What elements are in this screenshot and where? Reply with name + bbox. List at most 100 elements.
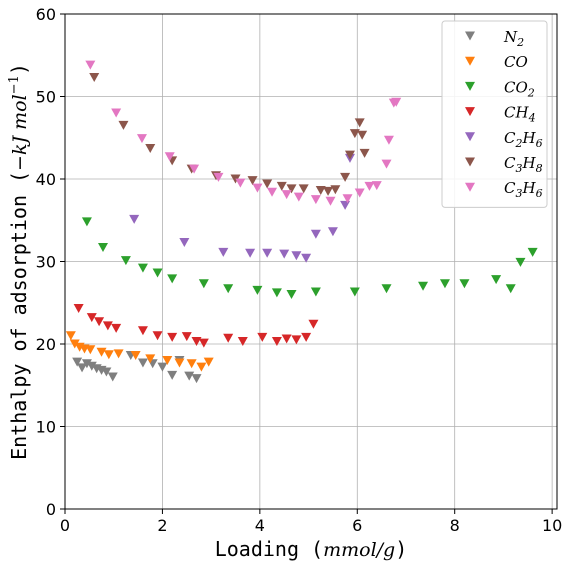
series-c2h6 bbox=[129, 153, 355, 263]
data-point bbox=[527, 247, 538, 257]
legend-label: C3H8 bbox=[504, 154, 543, 175]
data-point bbox=[152, 268, 163, 278]
data-point bbox=[111, 323, 122, 333]
y-tick-label: 20 bbox=[36, 335, 56, 354]
data-point bbox=[130, 351, 141, 361]
y-tick-label: 10 bbox=[36, 418, 56, 437]
data-point bbox=[293, 192, 304, 202]
y-tick-label: 30 bbox=[36, 253, 56, 272]
data-point bbox=[383, 135, 394, 145]
data-point bbox=[349, 287, 360, 297]
legend-label: N2 bbox=[503, 28, 524, 49]
data-point bbox=[94, 317, 105, 327]
series-co2 bbox=[81, 217, 538, 299]
y-tick-label: 0 bbox=[46, 500, 56, 519]
data-point bbox=[267, 187, 278, 197]
data-point bbox=[342, 194, 353, 204]
legend-marker bbox=[465, 107, 475, 117]
data-point bbox=[327, 227, 338, 237]
data-point bbox=[189, 164, 200, 174]
data-point bbox=[257, 332, 268, 342]
x-tick-label: 6 bbox=[352, 516, 362, 535]
x-tick-label: 8 bbox=[450, 516, 460, 535]
data-point bbox=[354, 188, 365, 198]
data-point bbox=[310, 195, 321, 205]
data-point bbox=[359, 148, 370, 158]
data-point bbox=[164, 152, 175, 162]
data-point bbox=[97, 242, 108, 252]
data-point bbox=[330, 185, 341, 195]
data-point bbox=[230, 174, 241, 184]
y-axis-title: Enthalpy of adsorption (−kJ mol−1) bbox=[7, 63, 31, 460]
data-point bbox=[174, 358, 185, 368]
series-c3h6 bbox=[85, 60, 402, 206]
data-point bbox=[198, 338, 209, 348]
data-point bbox=[505, 284, 516, 294]
data-point bbox=[271, 288, 282, 298]
data-point bbox=[118, 120, 129, 130]
data-points bbox=[65, 60, 538, 384]
data-point bbox=[145, 354, 156, 364]
data-point bbox=[279, 249, 290, 259]
data-point bbox=[72, 357, 83, 367]
data-point bbox=[291, 251, 302, 261]
data-point bbox=[198, 279, 209, 289]
data-point bbox=[102, 321, 113, 331]
data-point bbox=[271, 337, 282, 347]
data-point bbox=[291, 335, 302, 345]
data-point bbox=[167, 332, 178, 342]
legend-label: CO bbox=[504, 53, 528, 71]
data-point bbox=[281, 190, 292, 200]
data-point bbox=[381, 159, 392, 169]
data-point bbox=[364, 181, 375, 191]
data-point bbox=[85, 60, 96, 70]
data-point bbox=[103, 350, 114, 360]
legend: N2 CO CO2 CH4 C2H6 C3H8 C3H6 bbox=[441, 20, 548, 208]
data-point bbox=[349, 129, 360, 139]
data-point bbox=[196, 362, 207, 372]
legend-marker bbox=[465, 132, 475, 142]
data-point bbox=[245, 248, 256, 258]
data-point bbox=[167, 370, 178, 380]
data-point bbox=[301, 332, 312, 342]
data-point bbox=[81, 217, 92, 227]
data-point bbox=[85, 345, 96, 355]
data-point bbox=[298, 184, 309, 194]
data-point bbox=[181, 332, 192, 342]
data-point bbox=[301, 253, 312, 263]
data-point bbox=[418, 281, 429, 291]
data-point bbox=[323, 186, 334, 196]
data-point bbox=[107, 372, 118, 382]
data-point bbox=[77, 363, 88, 373]
legend-label: CH4 bbox=[504, 104, 536, 125]
y-tick-label: 50 bbox=[36, 88, 56, 107]
legend-marker bbox=[465, 81, 475, 91]
data-point bbox=[162, 356, 173, 365]
data-point bbox=[137, 263, 148, 273]
legend-label: CO2 bbox=[504, 78, 535, 99]
data-point bbox=[281, 334, 292, 344]
x-tick-label: 0 bbox=[60, 516, 70, 535]
data-point bbox=[344, 150, 355, 160]
series-co bbox=[65, 331, 214, 372]
series-ch4 bbox=[73, 304, 319, 348]
legend-label: C3H6 bbox=[504, 179, 543, 200]
data-point bbox=[167, 274, 178, 284]
data-point bbox=[73, 304, 84, 314]
data-point bbox=[391, 97, 402, 107]
x-tick-label: 10 bbox=[542, 516, 562, 535]
data-point bbox=[262, 248, 273, 258]
data-point bbox=[252, 183, 263, 193]
data-point bbox=[184, 371, 195, 381]
data-point bbox=[120, 256, 131, 266]
data-point bbox=[111, 108, 122, 118]
data-point bbox=[235, 178, 246, 188]
data-point bbox=[340, 172, 351, 182]
data-point bbox=[145, 143, 156, 153]
legend-marker bbox=[465, 56, 475, 66]
data-point bbox=[186, 359, 197, 369]
data-point bbox=[191, 374, 202, 384]
data-point bbox=[65, 331, 76, 341]
